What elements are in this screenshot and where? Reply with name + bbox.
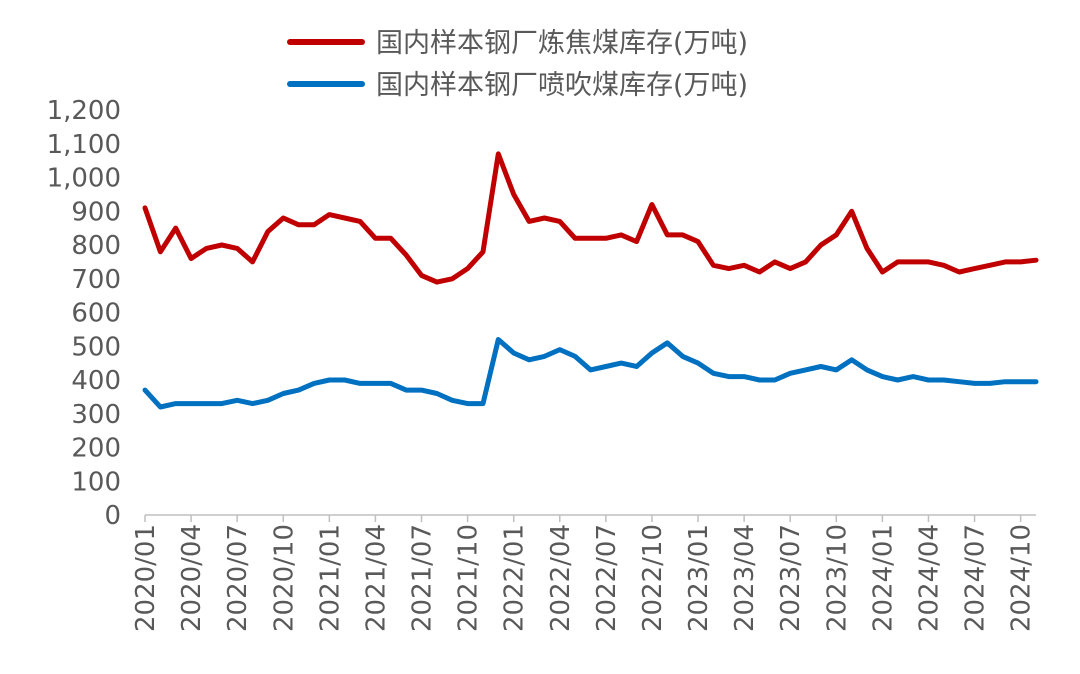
y-tick-label: 1,100 <box>47 130 121 160</box>
x-tick-label: 2021/04 <box>361 524 391 632</box>
legend-label-2: 国内样本钢厂喷吹煤库存(万吨) <box>376 70 748 101</box>
x-tick-label: 2022/07 <box>592 524 622 632</box>
y-tick-label: 900 <box>71 197 121 227</box>
x-tick-label: 2021/07 <box>408 524 438 632</box>
x-tick-label: 2022/10 <box>638 524 668 632</box>
x-tick-label: 2023/10 <box>822 524 852 632</box>
x-tick-label: 2020/04 <box>177 524 207 632</box>
y-tick-label: 0 <box>104 501 121 531</box>
y-tick-label: 800 <box>71 231 121 261</box>
y-tick-label: 300 <box>71 400 121 430</box>
legend-label-1: 国内样本钢厂炼焦煤库存(万吨) <box>376 28 748 59</box>
x-tick-label: 2020/10 <box>269 524 299 632</box>
y-tick-label: 700 <box>71 265 121 295</box>
x-tick-label: 2020/01 <box>131 524 161 632</box>
x-axis: 2020/01 2020/04 2020/07 2020/10 2021/01 2021/… <box>131 514 1037 632</box>
legend: 国内样本钢厂炼焦煤库存(万吨) 国内样本钢厂喷吹煤库存(万吨) <box>287 28 748 101</box>
x-tick-label: 2022/01 <box>500 524 530 632</box>
x-tick-label: 2024/07 <box>961 524 991 632</box>
y-tick-label: 500 <box>71 332 121 362</box>
x-tick-label: 2021/01 <box>315 524 345 632</box>
x-tick-label: 2023/07 <box>776 524 806 632</box>
y-tick-label: 1,200 <box>47 96 121 126</box>
y-tick-label: 200 <box>71 434 121 464</box>
y-tick-label: 600 <box>71 299 121 329</box>
series-line-1 <box>142 151 1039 285</box>
x-tick-label: 2020/07 <box>223 524 253 632</box>
x-tick-label: 2023/01 <box>684 524 714 632</box>
x-tick-label: 2021/10 <box>454 524 484 632</box>
x-tick-label: 2024/01 <box>868 524 898 632</box>
y-tick-label: 400 <box>71 366 121 396</box>
series-line-2 <box>142 337 1039 410</box>
x-tick-label: 2023/04 <box>730 524 760 632</box>
x-tick-label: 2022/04 <box>546 524 576 632</box>
y-tick-label: 100 <box>71 467 121 497</box>
y-tick-label: 1,000 <box>47 164 121 194</box>
x-tick-label: 2024/10 <box>1007 524 1037 632</box>
x-tick-label: 2024/04 <box>914 524 944 632</box>
series-layer <box>142 151 1039 410</box>
y-axis: 01002003004005006007008009001,0001,1001,… <box>47 96 121 531</box>
